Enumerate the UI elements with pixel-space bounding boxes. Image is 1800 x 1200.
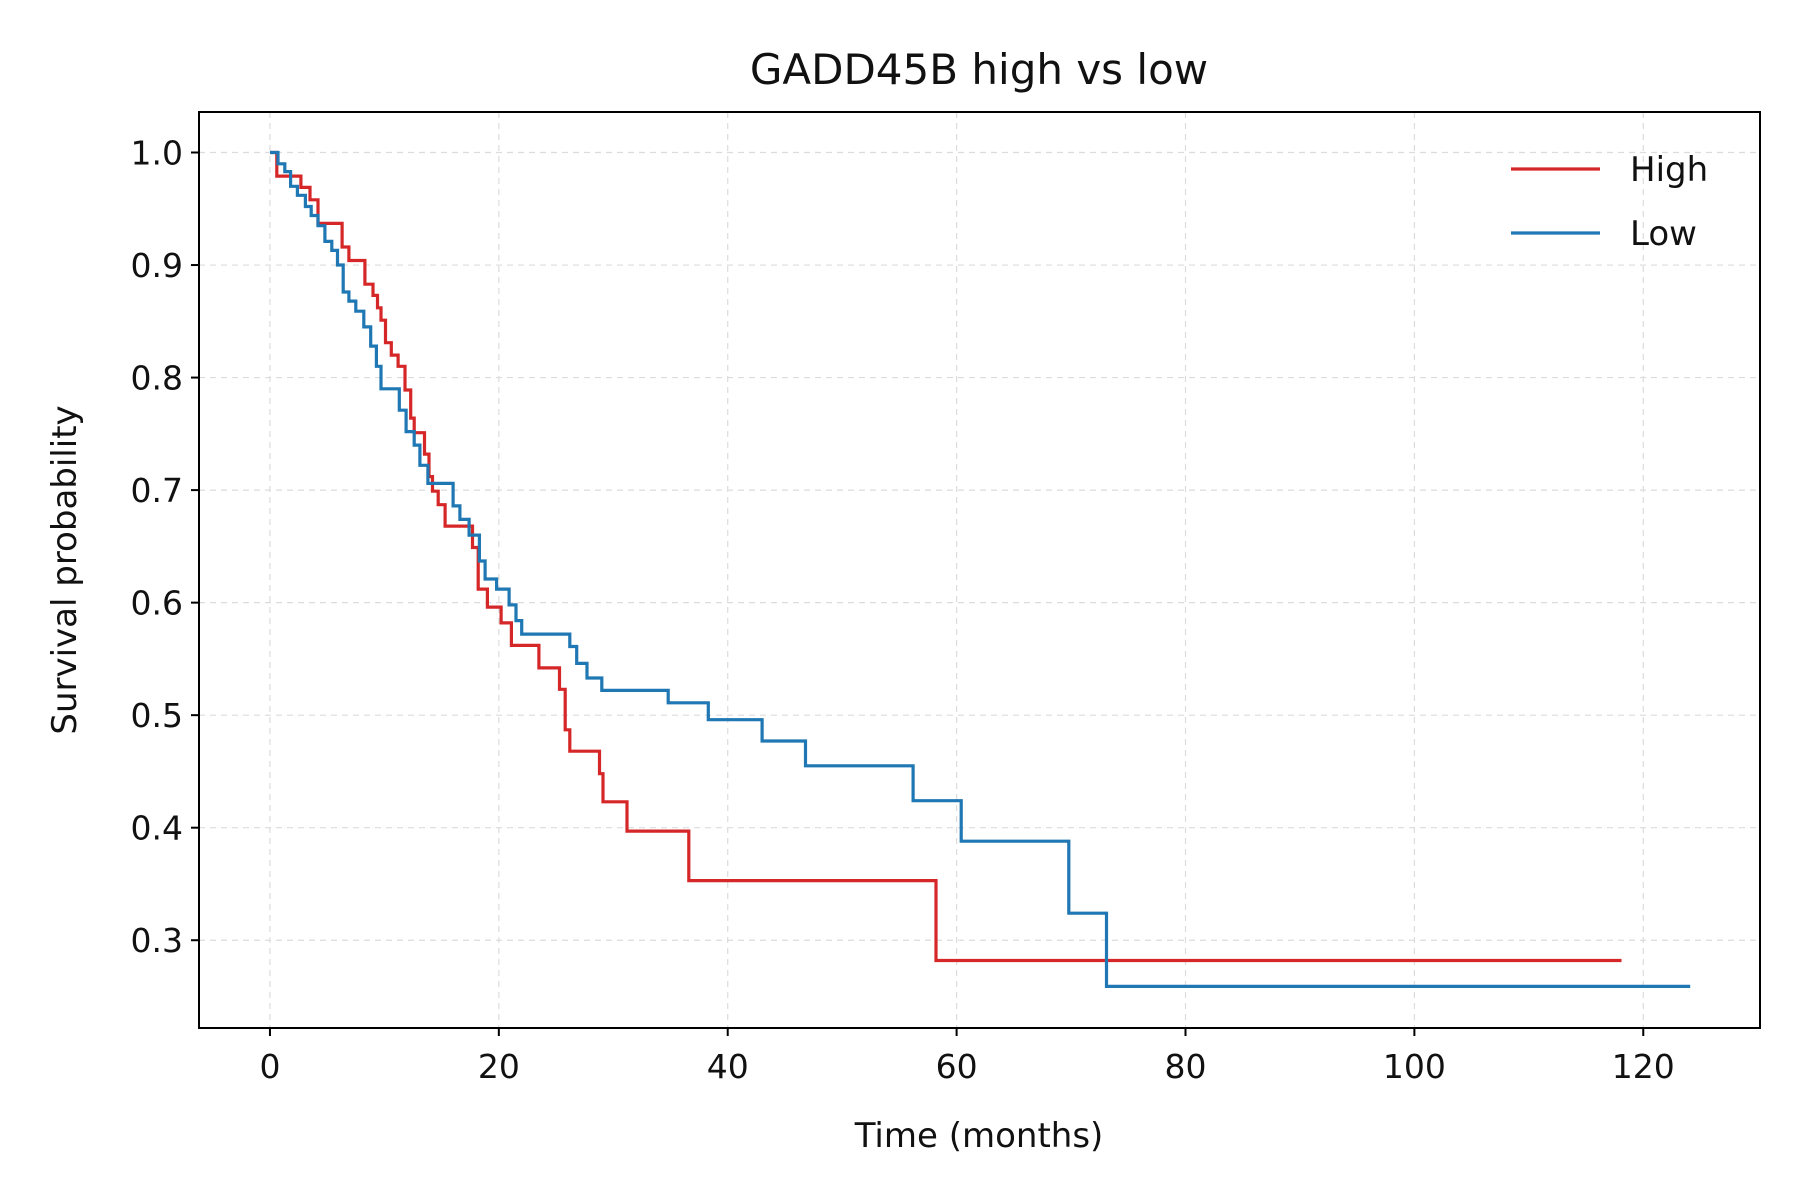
- x-tick-label: 100: [1383, 1047, 1446, 1086]
- y-tick-label: 0.4: [131, 809, 183, 848]
- x-tick-label: 20: [478, 1047, 520, 1086]
- y-tick-label: 0.6: [131, 584, 183, 623]
- x-tick-label: 120: [1612, 1047, 1675, 1086]
- y-tick-label: 0.5: [131, 696, 183, 735]
- legend: High Low: [1511, 150, 1708, 254]
- y-tick-label: 0.8: [131, 359, 183, 398]
- x-axis: 0 20 40 60 80 100 120: [259, 1028, 1675, 1086]
- x-axis-label: Time (months): [854, 1116, 1104, 1156]
- x-tick-label: 60: [936, 1047, 978, 1086]
- series-line-low: [270, 150, 1691, 988]
- x-tick-label: 40: [707, 1047, 749, 1086]
- y-axis: 0.3 0.4 0.5 0.6 0.7 0.8 0.9 1.0: [131, 134, 199, 960]
- y-tick-label: 0.7: [131, 471, 183, 510]
- y-tick-label: 0.3: [131, 921, 183, 960]
- y-tick-label: 1.0: [131, 134, 183, 173]
- x-tick-label: 80: [1164, 1047, 1206, 1086]
- series-layer: [270, 150, 1691, 988]
- legend-label-low: Low: [1630, 214, 1697, 254]
- y-tick-label: 0.9: [131, 246, 183, 285]
- series-line-high: [270, 150, 1622, 963]
- y-axis-label: Survival probability: [45, 405, 85, 734]
- plot-frame: [198, 111, 1761, 1029]
- legend-label-high: High: [1630, 150, 1708, 190]
- grid-layer: [199, 112, 1760, 1028]
- x-tick-label: 0: [259, 1047, 280, 1086]
- chart-title: GADD45B high vs low: [750, 45, 1208, 94]
